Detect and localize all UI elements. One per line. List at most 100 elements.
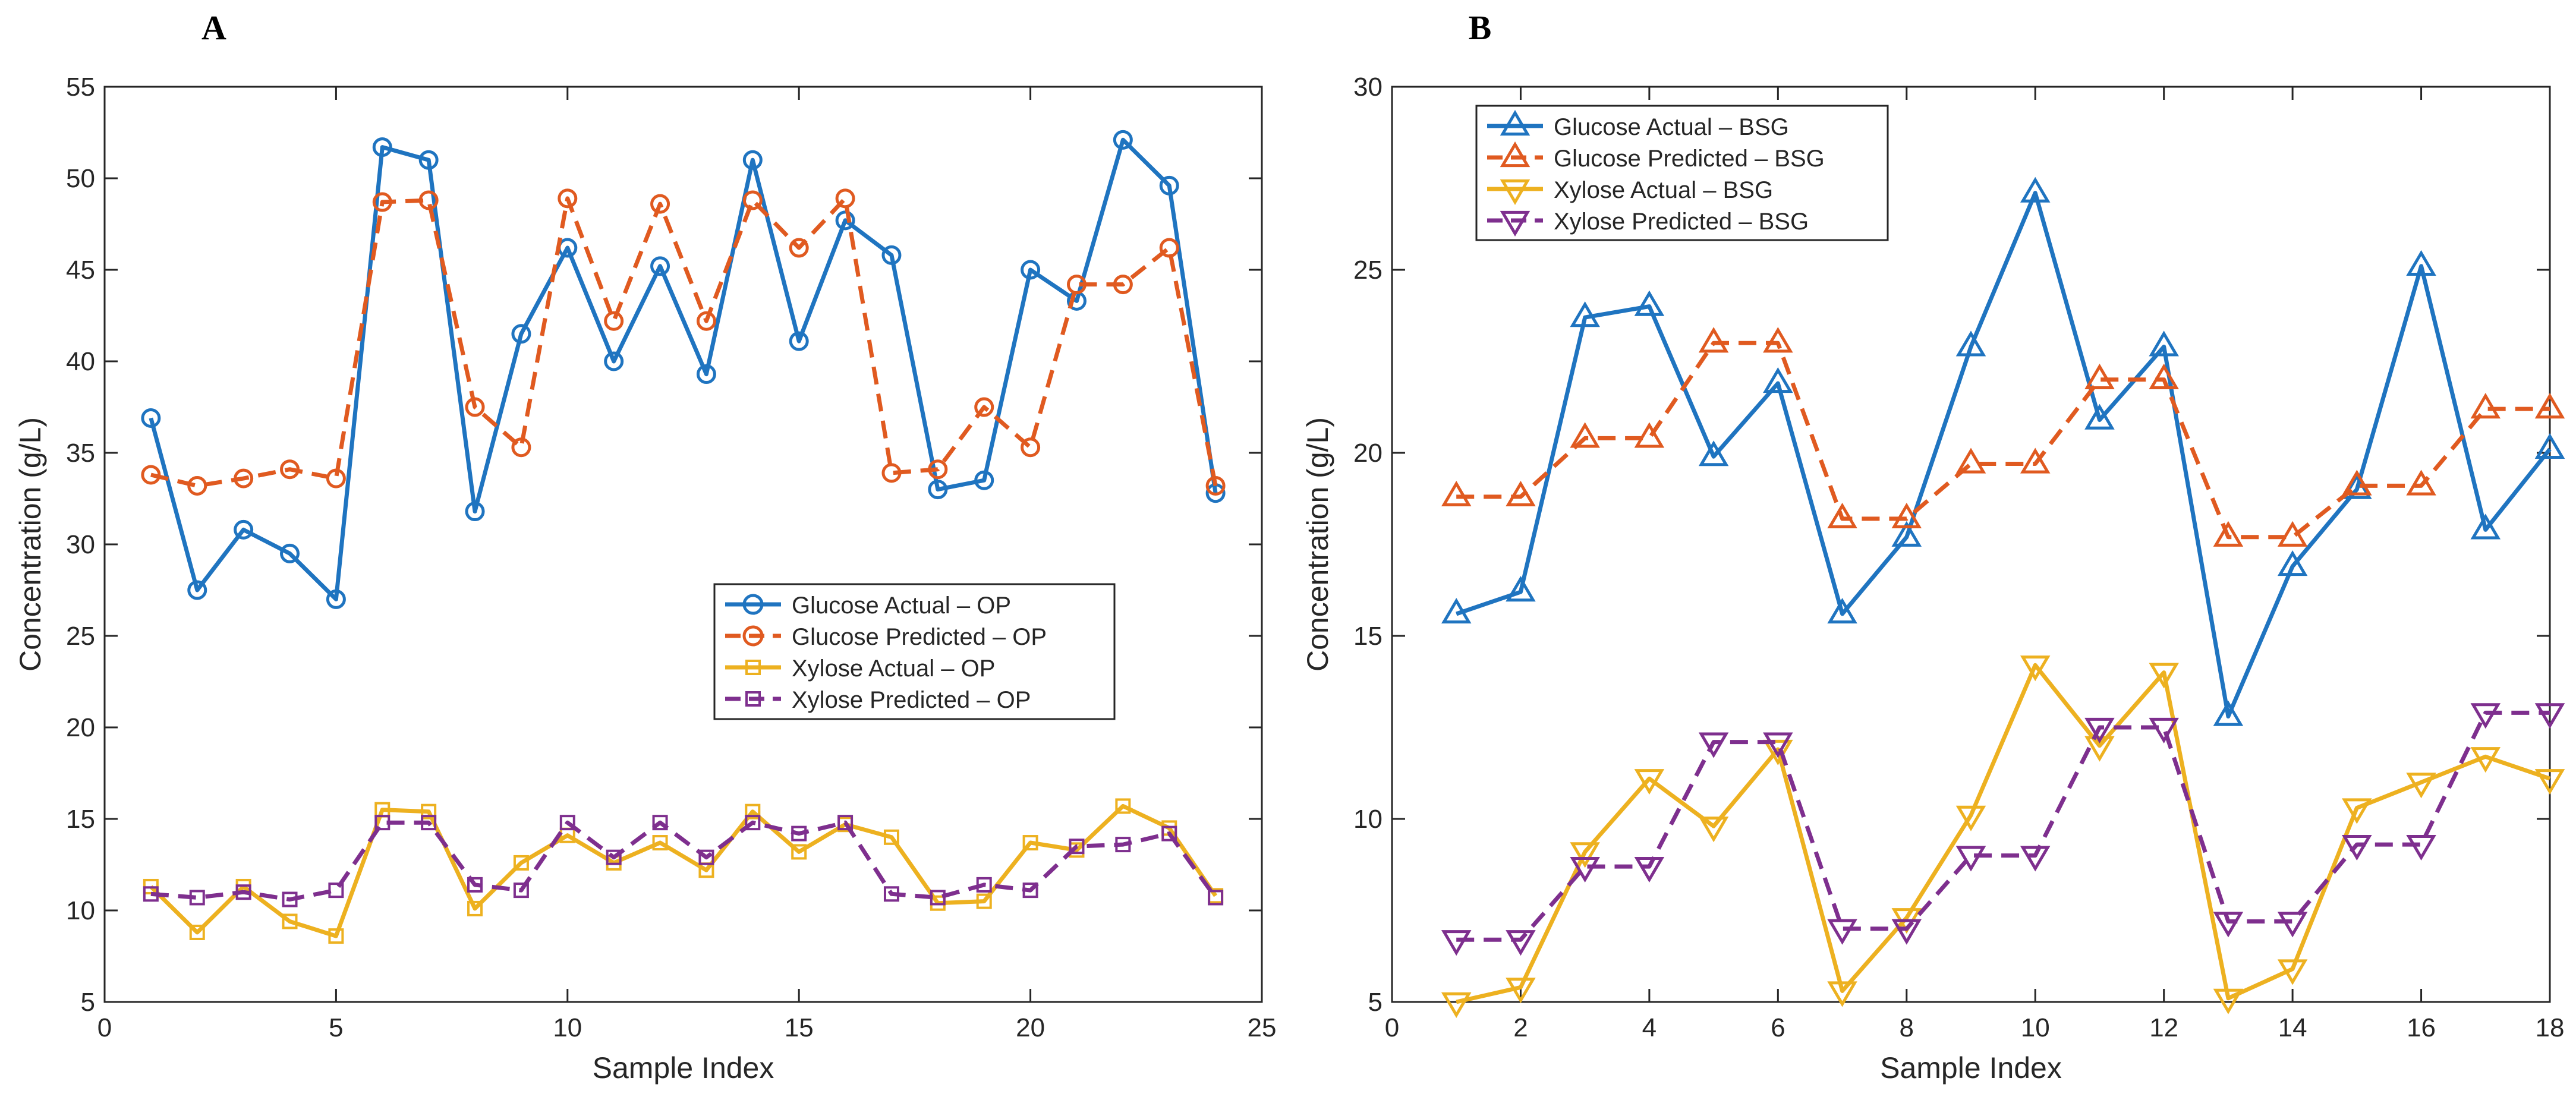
- data-point: [189, 924, 205, 940]
- data-point: [1021, 437, 1041, 458]
- data-point: [2470, 393, 2501, 419]
- data-point: [1441, 480, 1472, 507]
- series-line: [1456, 341, 2550, 540]
- data-point: [282, 913, 298, 929]
- plot-area: [103, 86, 1263, 1003]
- data-point: [928, 480, 948, 500]
- data-point: [976, 877, 992, 893]
- data-point: [791, 825, 807, 841]
- legend-box: [1475, 105, 1889, 241]
- y-tick-label: 45: [66, 256, 95, 285]
- data-point: [1159, 238, 1179, 258]
- data-point: [143, 886, 159, 902]
- data-point: [2020, 447, 2051, 474]
- x-tick-label: 16: [2407, 1013, 2436, 1042]
- data-point: [1115, 798, 1131, 814]
- data-point: [789, 331, 809, 351]
- legend-marker: [742, 594, 764, 615]
- x-tick-label: 6: [1771, 1013, 1785, 1042]
- series-1: [141, 130, 1226, 609]
- legend-entry: Xylose Actual – BSG: [1554, 177, 1773, 203]
- data-point: [2149, 663, 2179, 689]
- y-tick-label: 10: [66, 896, 95, 925]
- x-tick-label: 15: [785, 1013, 814, 1042]
- data-point: [1827, 598, 1857, 624]
- data-point: [1570, 856, 1600, 883]
- data-point: [513, 882, 529, 899]
- data-point: [1441, 992, 1472, 1018]
- data-point: [2534, 393, 2565, 419]
- data-point: [650, 194, 670, 214]
- data-point: [2149, 717, 2179, 743]
- data-point: [1506, 978, 1536, 1004]
- legend-marker: [1500, 141, 1531, 168]
- data-point: [280, 459, 300, 480]
- x-tick-label: 8: [1900, 1013, 1914, 1042]
- y-tick-label: 20: [66, 713, 95, 742]
- data-point: [1570, 422, 1600, 448]
- data-point: [650, 256, 670, 276]
- data-point: [2470, 513, 2501, 540]
- y-tick-label: 40: [66, 347, 95, 376]
- data-point: [1069, 839, 1085, 855]
- y-tick-label: 30: [1353, 73, 1383, 102]
- data-point: [235, 884, 251, 900]
- data-point: [974, 470, 994, 490]
- data-point: [2277, 521, 2308, 547]
- data-point: [1634, 769, 1665, 795]
- data-point: [234, 468, 254, 488]
- y-tick-label: 25: [66, 622, 95, 651]
- x-tick-label: 25: [1248, 1013, 1277, 1042]
- data-point: [421, 815, 437, 831]
- data-point: [789, 238, 809, 258]
- data-point: [187, 475, 207, 496]
- legend-entry: Glucose Actual – BSG: [1554, 114, 1789, 140]
- y-tick-label: 15: [66, 805, 95, 834]
- data-point: [1205, 475, 1226, 496]
- legend-marker: [1500, 179, 1531, 205]
- x-tick-label: 12: [2149, 1013, 2178, 1042]
- legend-marker: [745, 660, 761, 675]
- data-point: [2149, 330, 2179, 357]
- x-tick-label: 0: [97, 1013, 112, 1042]
- legend: Glucose Actual – OP Glucose Predicted – O…: [713, 583, 1116, 720]
- data-point: [558, 188, 578, 209]
- data-point: [559, 815, 575, 831]
- x-tick-label: 5: [329, 1013, 343, 1042]
- data-point: [1698, 440, 1729, 467]
- legend-marker: [742, 625, 764, 647]
- data-point: [2534, 703, 2565, 729]
- x-axis-label: Sample Index: [1880, 1051, 2062, 1085]
- data-point: [1955, 330, 1986, 357]
- chart-panel-b: B 0 2 4 6 8 10 12 14 16 18 5 10 15 20 25 30 Sample Index C…: [1301, 8, 2565, 1085]
- data-point: [652, 815, 668, 831]
- data-point: [2470, 703, 2501, 729]
- data-point: [1570, 842, 1600, 868]
- data-point: [328, 882, 344, 899]
- data-point: [1441, 930, 1472, 956]
- data-point: [1113, 275, 1133, 295]
- legend-entry: Xylose Actual – OP: [792, 655, 995, 682]
- data-point: [745, 803, 761, 820]
- data-point: [696, 311, 716, 331]
- data-point: [2020, 176, 2051, 203]
- data-point: [1698, 732, 1729, 758]
- data-point: [421, 803, 437, 820]
- x-axis-label: Sample Index: [593, 1051, 774, 1085]
- legend-entry: Xylose Predicted – BSG: [1554, 209, 1809, 235]
- y-tick-label: 15: [1353, 622, 1383, 651]
- data-point: [1161, 825, 1177, 841]
- data-point: [2213, 700, 2244, 726]
- data-point: [326, 589, 346, 609]
- legend-entry: Glucose Predicted – BSG: [1554, 146, 1825, 172]
- y-tick-label: 55: [66, 73, 95, 102]
- data-point: [1763, 327, 1793, 353]
- series-line: [1456, 710, 2550, 942]
- data-point: [2406, 469, 2436, 496]
- data-point: [280, 543, 300, 563]
- data-point: [1891, 502, 1922, 529]
- data-point: [1066, 275, 1087, 295]
- panel-label: B: [1469, 8, 1492, 47]
- data-point: [1698, 817, 1729, 843]
